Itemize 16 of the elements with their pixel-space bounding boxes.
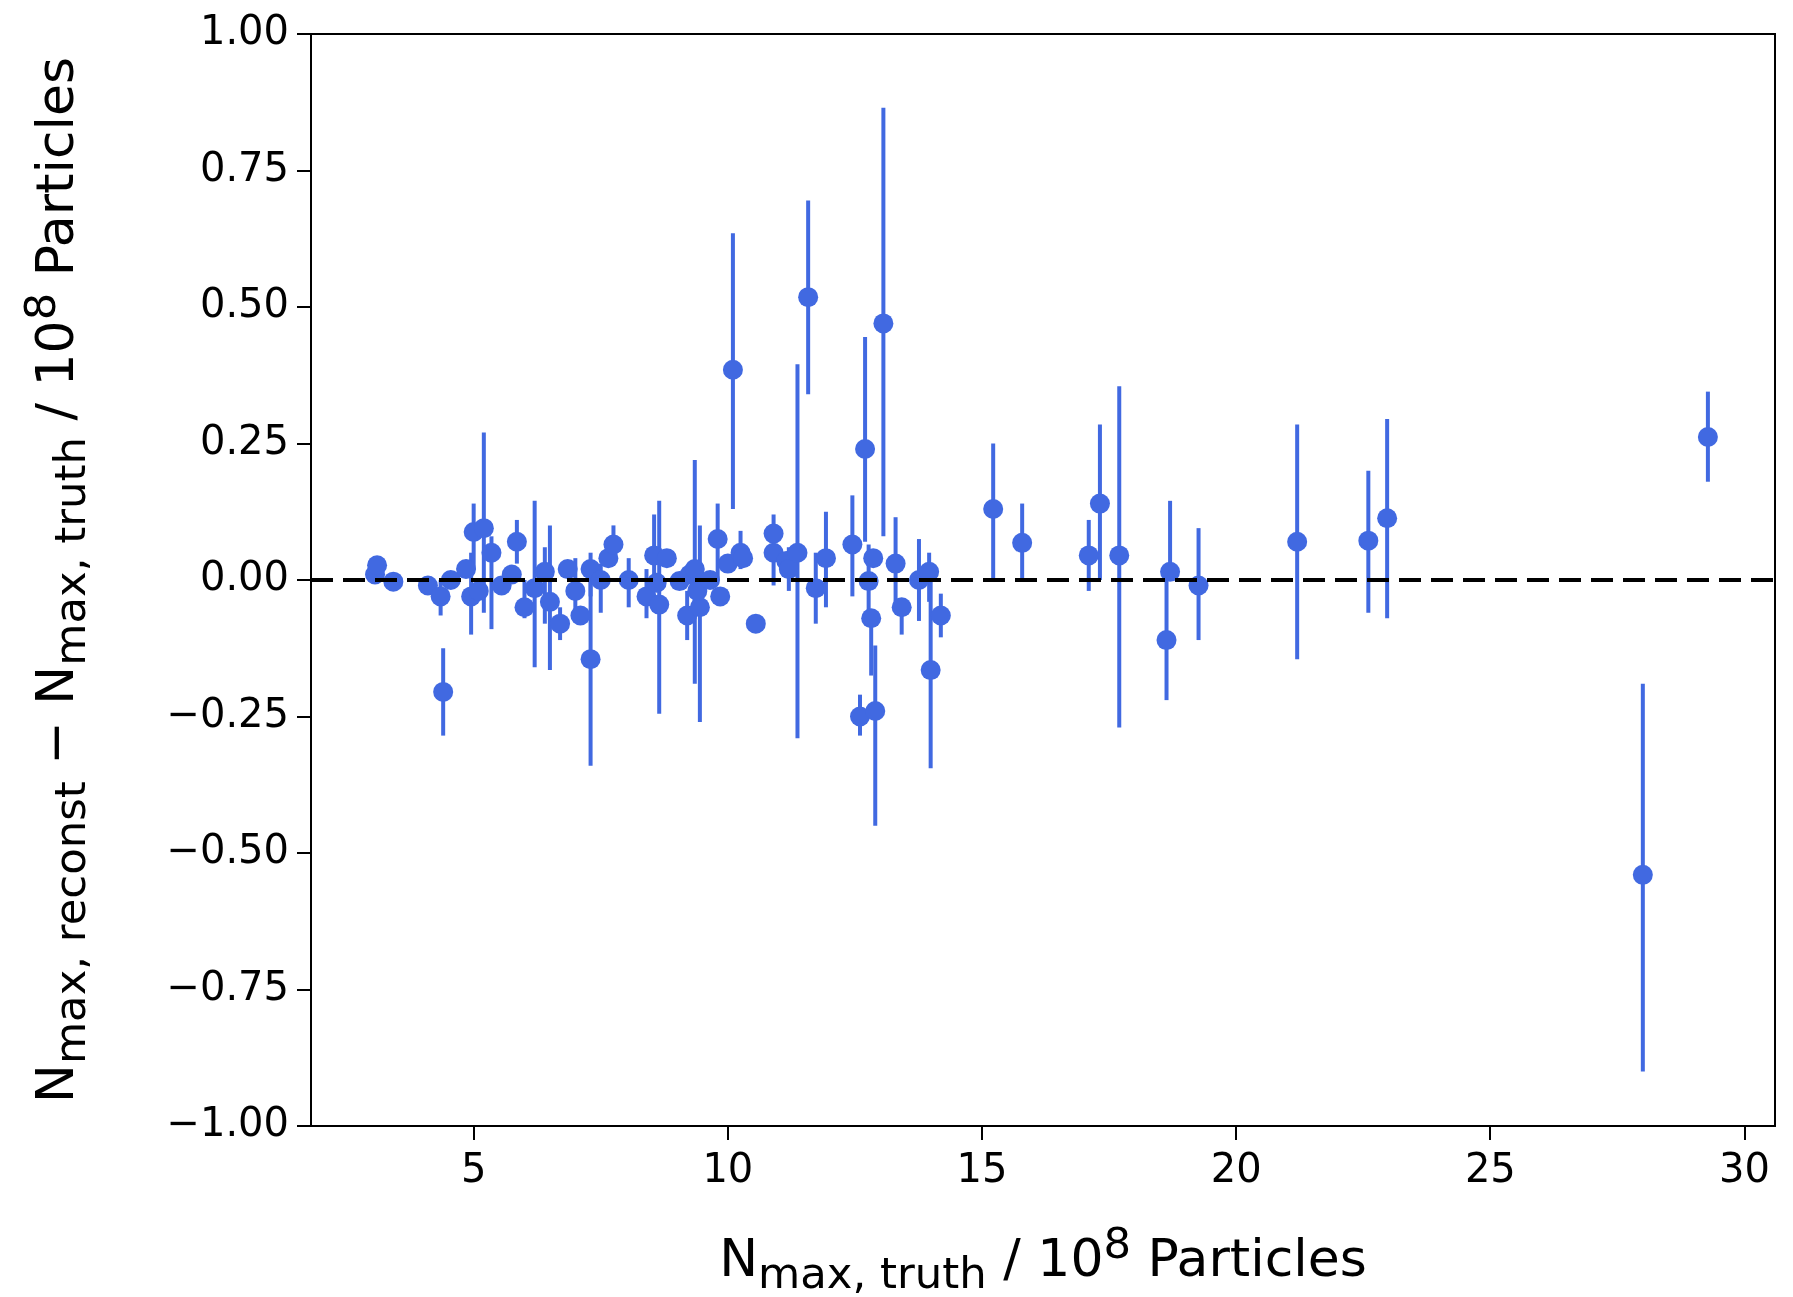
x-tick-label: 15 [956, 1145, 1008, 1192]
y-tick-label: −1.00 [166, 1099, 289, 1146]
y-tick-label: 1.00 [199, 7, 289, 54]
y-tick-label: −0.50 [166, 826, 289, 873]
y-tick-label: 0.00 [199, 553, 289, 600]
x-tick-label: 5 [460, 1145, 487, 1192]
y-tick-label: −0.75 [166, 962, 289, 1009]
y-tick-label: 0.25 [199, 416, 289, 463]
y-tick-label: −0.25 [166, 689, 289, 736]
x-tick-label: 30 [1719, 1145, 1770, 1192]
x-tick-label: 20 [1210, 1145, 1262, 1192]
x-axis-title: N$_{max, truth}$ / 10$^{8}$ Particles [718, 1218, 1368, 1297]
y-tick-label: 0.50 [199, 280, 289, 327]
x-tick-label: 10 [702, 1145, 754, 1192]
y-tick-label: 0.75 [199, 143, 289, 190]
x-tick-label: 25 [1464, 1145, 1516, 1192]
